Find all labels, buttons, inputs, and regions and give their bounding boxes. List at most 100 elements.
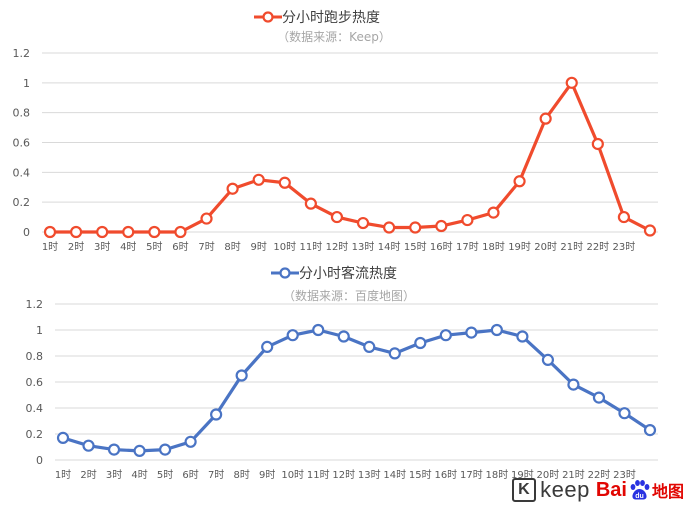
chart1-data-point (383, 221, 396, 234)
chart2-data-point (210, 408, 223, 421)
chart1-x-tick-label: 21时 (560, 241, 583, 253)
chart2-x-tick-label: 8时 (233, 469, 249, 481)
chart1-y-tick-label: 0.8 (13, 107, 31, 120)
chart2-y-tick-label: 0.6 (26, 376, 44, 389)
chart1-data-point (43, 225, 57, 239)
chart1-data-point (252, 173, 265, 186)
logo-bar: K keep Bai du 地图 (512, 477, 684, 503)
baidu-map-logo: Bai du 地图 (596, 478, 684, 502)
chart2-data-point (133, 444, 146, 457)
chart2-x-tick-label: 5时 (157, 469, 173, 481)
chart1-data-point (148, 225, 161, 239)
chart1-x-tick-label: 8时 (224, 241, 240, 253)
chart1-x-tick-label: 18时 (482, 241, 505, 253)
chart2-x-tick-label: 10时 (281, 469, 304, 481)
chart2-x-tick-label: 21时 (562, 469, 585, 481)
chart1-series-line (50, 81, 651, 234)
chart2-x-tick-label: 6时 (182, 469, 198, 481)
chart1-x-tick-label: 4时 (120, 241, 136, 253)
chart2-x-tick-label: 2时 (80, 469, 96, 481)
chart2-subtitle: （数据来源：百度地图） (283, 288, 415, 303)
chart1-y-tick-label: 0.4 (13, 166, 31, 179)
chart1-x-tick-label: 1时 (42, 241, 58, 253)
chart1-x-tick-label: 3时 (94, 241, 110, 253)
chart2-x-tick-label: 23时 (613, 469, 636, 481)
chart1-x-tick-label: 7时 (198, 241, 214, 253)
chart1-y-tick-label: 0 (23, 226, 30, 239)
chart1-data-point (513, 175, 526, 188)
chart2-data-point (567, 378, 580, 391)
baidu-logo-right: du (635, 493, 644, 500)
chart1-data-point (278, 176, 291, 189)
chart1-y-tick-label: 1.2 (13, 47, 31, 60)
chart1-x-tick-label: 5时 (146, 241, 162, 253)
keep-logo: K keep (512, 477, 590, 503)
chart2-x-tick-label: 22时 (588, 469, 611, 481)
keep-mark-icon: K (512, 478, 537, 502)
chart1-x-tick-label: 13时 (352, 241, 375, 253)
chart1-data-point (226, 182, 239, 195)
chart2-x-tick-label: 13时 (358, 469, 381, 481)
chart1-data-point (409, 221, 422, 234)
chart2-y-tick-label: 1 (36, 324, 43, 337)
chart1-data-point (461, 213, 474, 227)
chart1-data-point (330, 210, 344, 224)
chart2-x-tick-label: 20时 (537, 469, 560, 481)
chart2-data-point (363, 340, 376, 353)
chart2-data-point (286, 329, 299, 342)
chart1-data-point (200, 212, 213, 225)
baidu-logo-left: Bai (595, 478, 627, 501)
chart1-x-tick-label: 19时 (508, 241, 531, 253)
chart2-data-point (312, 323, 325, 337)
chart2-data-point (56, 431, 70, 444)
chart2-x-tick-label: 3时 (106, 469, 122, 481)
chart2-x-tick-label: 9时 (259, 469, 275, 481)
chart2-x-tick-label: 12时 (332, 469, 355, 481)
chart2-data-point (184, 435, 197, 448)
chart1-legend-marker (262, 11, 274, 23)
chart1-data-point (69, 225, 83, 239)
chart1-data-point (591, 137, 604, 151)
chart1-data-point (356, 216, 370, 230)
chart1-x-tick-label: 6时 (172, 241, 188, 253)
chart2-y-tick-label: 1.2 (26, 298, 44, 311)
chart2-y-tick-label: 0 (36, 454, 43, 467)
chart1-data-point (122, 225, 135, 239)
chart1-x-tick-label: 15时 (404, 241, 427, 253)
chart2-data-point (516, 330, 529, 343)
baidu-logo-map: 地图 (651, 484, 684, 501)
chart2-data-point (465, 326, 478, 339)
chart1-x-tick-label: 2时 (68, 241, 84, 253)
chart2-data-point (388, 347, 401, 360)
chart1-y-tick-label: 0.2 (13, 196, 31, 209)
chart2-data-point (235, 369, 248, 382)
chart1-x-tick-label: 9时 (251, 241, 267, 253)
chart2-data-point (592, 391, 606, 404)
chart2-x-tick-label: 17时 (460, 469, 483, 481)
chart1-x-tick-label: 16时 (430, 241, 453, 253)
chart1-data-point (174, 225, 187, 239)
chart1-x-tick-label: 11时 (300, 241, 323, 253)
chart2-x-tick-label: 4时 (131, 469, 147, 481)
chart1-data-point (539, 112, 552, 125)
chart1-data-point (487, 206, 500, 219)
chart1-x-tick-label: 23时 (613, 241, 636, 253)
chart2-x-tick-label: 14时 (383, 469, 406, 481)
chart1-data-point (96, 225, 109, 239)
chart2-title: 分小时客流热度 (299, 265, 397, 282)
chart2-x-tick-label: 15时 (409, 469, 432, 481)
chart2-data-point (618, 407, 631, 420)
chart2-data-point (158, 443, 172, 456)
chart2-data-point (643, 424, 657, 437)
chart2-x-tick-label: 16时 (434, 469, 457, 481)
chart2-data-point (107, 443, 121, 456)
chart1-data-point (304, 197, 317, 210)
chart1-x-tick-label: 14时 (378, 241, 401, 253)
chart1-data-point (565, 76, 578, 89)
chart1-data-point (643, 224, 657, 237)
chart2-x-tick-label: 1时 (55, 469, 71, 481)
chart2-data-point (261, 340, 274, 353)
paw-icon: du (630, 480, 650, 500)
chart1-data-point (617, 210, 631, 224)
chart2-y-tick-label: 0.4 (26, 402, 44, 415)
